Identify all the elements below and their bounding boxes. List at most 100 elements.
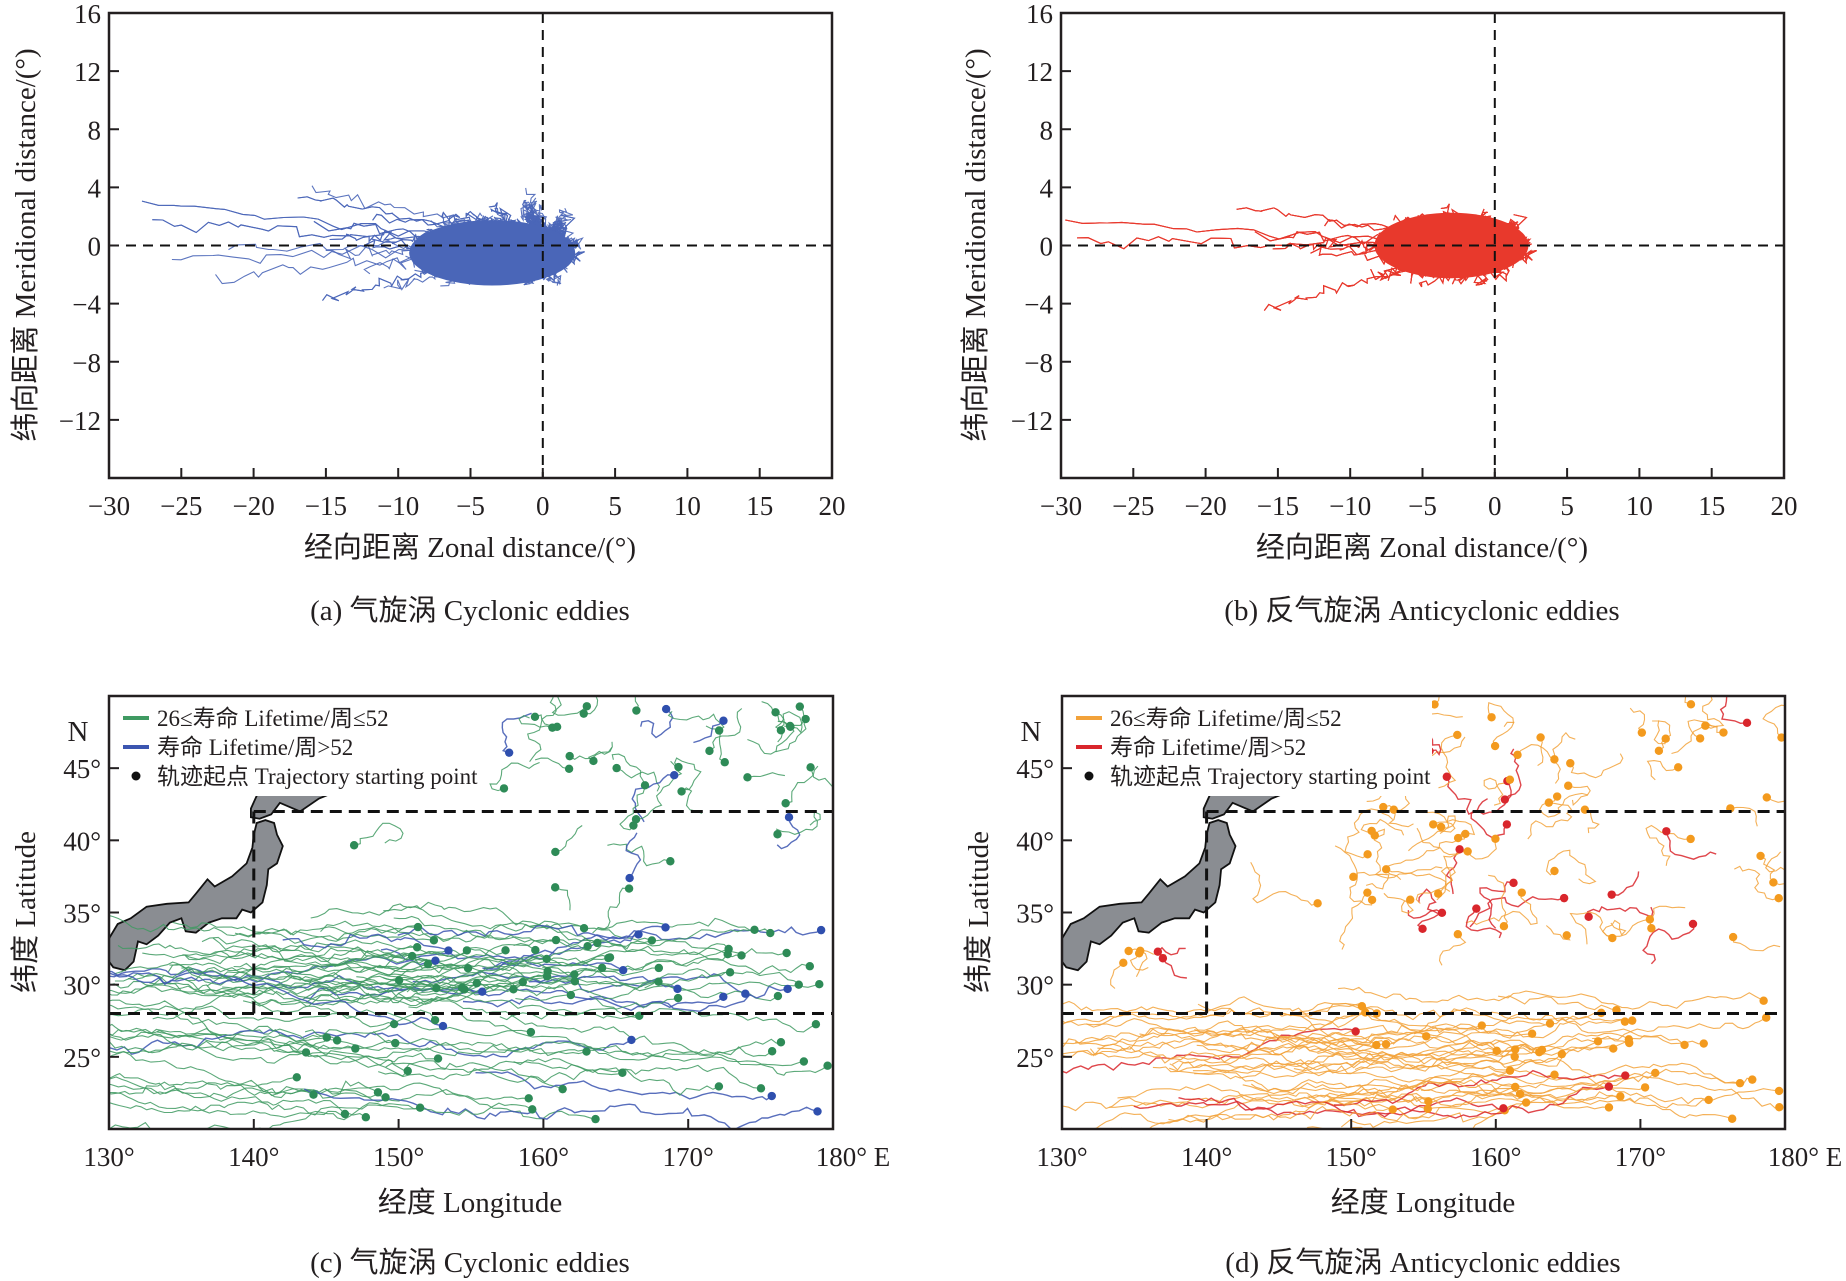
- panel-caption-a: (a) 气旋涡 Cyclonic eddies: [310, 594, 630, 627]
- trajectory-start-point: [805, 962, 815, 971]
- eddy-trajectory: [142, 946, 549, 983]
- eddy-trajectory: [589, 995, 817, 1033]
- x-tick-label: 0: [1488, 491, 1502, 521]
- eddy-trajectory: [1569, 753, 1624, 779]
- eddy-trajectory: [528, 973, 746, 995]
- x-tick-label: 0: [536, 491, 550, 521]
- eddy-trajectory: [109, 1091, 346, 1116]
- eddy-trajectory: [1129, 952, 1149, 971]
- eddy-trajectory: [1653, 720, 1667, 745]
- trajectory-start-point: [1552, 792, 1562, 801]
- x-tick-label: −25: [160, 491, 202, 521]
- trajectory-start-point: [1442, 772, 1452, 781]
- ticks-b: −30 −25 −20 −15 −10 −5 0 5 10 15 20 16 12 8 4 0 −4 −8 −12: [1011, 0, 1798, 521]
- trajectory-start-point: [776, 726, 786, 735]
- x-tick-label: −10: [377, 491, 419, 521]
- trajectory-start-point: [720, 758, 729, 767]
- trajectory-start-point: [1370, 831, 1379, 840]
- eddy-trajectory: [1194, 1009, 1626, 1052]
- trajectory-start-point: [463, 964, 473, 973]
- trajectory-start-point: [795, 702, 805, 711]
- eddy-trajectory: [1684, 696, 1692, 705]
- panel-a-cyclonic-relative-trajectories: −30 −25 −20 −15 −10 −5 0 5 10 15 201612840−4−8−12 …: [9, 0, 846, 627]
- eddy-trajectory: [1569, 911, 1613, 945]
- eddy-trajectory: [1387, 809, 1414, 828]
- legend-c: 26≤寿命 Lifetime/周≤52 寿命 Lifetime/周>52 轨迹起点 …: [111, 698, 479, 796]
- trajectory-layer-b: [1065, 203, 1537, 311]
- y-tick-label: −12: [59, 406, 101, 436]
- trajectory-start-point: [292, 1073, 301, 1082]
- trajectory-start-point: [1651, 1068, 1660, 1078]
- region-box-c: [109, 809, 833, 1016]
- honshu-landmass: [1062, 819, 1237, 972]
- y-tick-label: 35°: [1016, 899, 1054, 929]
- trajectory-start-point: [1463, 847, 1472, 856]
- trajectory-start-point: [1686, 700, 1696, 709]
- eddy-trajectory: [555, 825, 583, 853]
- trajectory-start-point: [1388, 1105, 1397, 1114]
- trajectory-start-point: [1701, 721, 1710, 730]
- eddy-trajectory: [156, 1028, 396, 1050]
- eddy-trajectory: [1652, 720, 1672, 752]
- trajectory-start-point: [1769, 878, 1778, 887]
- trajectory-start-point: [1673, 763, 1683, 772]
- trajectory-start-point: [1699, 1039, 1708, 1048]
- trajectory-start-point: [1491, 834, 1500, 843]
- trajectory-start-point: [1511, 1082, 1520, 1092]
- eddy-trajectory: [353, 822, 404, 846]
- eddy-trajectory: [1062, 1007, 1551, 1045]
- trajectory-start-point: [430, 1015, 440, 1025]
- x-tick-label: 15: [1698, 491, 1725, 521]
- eddy-trajectory: [109, 914, 419, 941]
- trajectory-start-point: [332, 1036, 342, 1045]
- trajectory-start-point: [1453, 730, 1462, 740]
- trajectory-start-point: [766, 928, 775, 938]
- legend-swatch-dot: [1084, 771, 1094, 781]
- trajectory-start-point: [654, 977, 663, 986]
- trajectory-start-point: [1510, 1052, 1519, 1061]
- legend-entry-label: 寿命 Lifetime/周>52: [157, 735, 353, 760]
- trajectory-start-point: [781, 799, 790, 808]
- eddy-trajectory: [1645, 824, 1691, 866]
- y-axis-label-d: 纬度 Latitude: [962, 831, 995, 993]
- legend-entry-label: 轨迹起点 Trajectory starting point: [1110, 764, 1431, 789]
- eddy-trajectory: [282, 933, 449, 952]
- trajectory-start-point: [806, 763, 815, 772]
- trajectory-start-point: [1406, 895, 1415, 904]
- legend-background: [1064, 698, 1432, 796]
- trajectory-start-point: [558, 1084, 567, 1094]
- eddy-trajectory: [597, 887, 630, 931]
- x-tick-label: 140°: [1181, 1142, 1232, 1172]
- trajectory-start-point: [1759, 996, 1768, 1005]
- trajectory-start-point: [1550, 755, 1559, 764]
- eddy-trajectory: [1385, 868, 1447, 901]
- trajectory-start-point: [1742, 718, 1752, 728]
- trajectory-start-point: [1604, 1103, 1614, 1112]
- trajectory-start-point: [618, 1068, 627, 1077]
- trajectory-start-point: [743, 773, 752, 782]
- legend-entry-label: 轨迹起点 Trajectory starting point: [157, 764, 478, 789]
- trajectory-start-point: [1313, 899, 1322, 908]
- trajectory-start-point: [1661, 734, 1670, 743]
- eddy-trajectory: [775, 718, 807, 753]
- trajectory-start-point: [1604, 1082, 1614, 1091]
- trajectory-start-point: [433, 1054, 443, 1063]
- eddy-trajectory: [1465, 908, 1503, 939]
- eddy-trajectory: [1110, 962, 1124, 989]
- eddy-trajectory: [1133, 1097, 1504, 1118]
- trajectory-start-point: [413, 922, 423, 932]
- trajectory-start-point: [799, 1057, 809, 1066]
- trajectory-start-point: [361, 1113, 371, 1122]
- trajectory-start-point: [661, 704, 671, 714]
- trajectory-start-point: [1455, 845, 1464, 854]
- eddy-trajectory: [310, 906, 653, 941]
- legend-entry-label: 26≤寿命 Lifetime/周≤52: [1110, 706, 1342, 731]
- trajectory-start-point: [1453, 930, 1463, 939]
- trajectory-start-point: [432, 983, 441, 993]
- eddy-trajectory: [667, 710, 725, 731]
- eddy-trajectory: [1168, 1097, 1527, 1122]
- trajectory-start-point: [1535, 1047, 1544, 1057]
- x-tick-label: −25: [1112, 491, 1154, 521]
- eddy-trajectory: [640, 708, 674, 739]
- y-tick-label: 45°: [1016, 754, 1054, 784]
